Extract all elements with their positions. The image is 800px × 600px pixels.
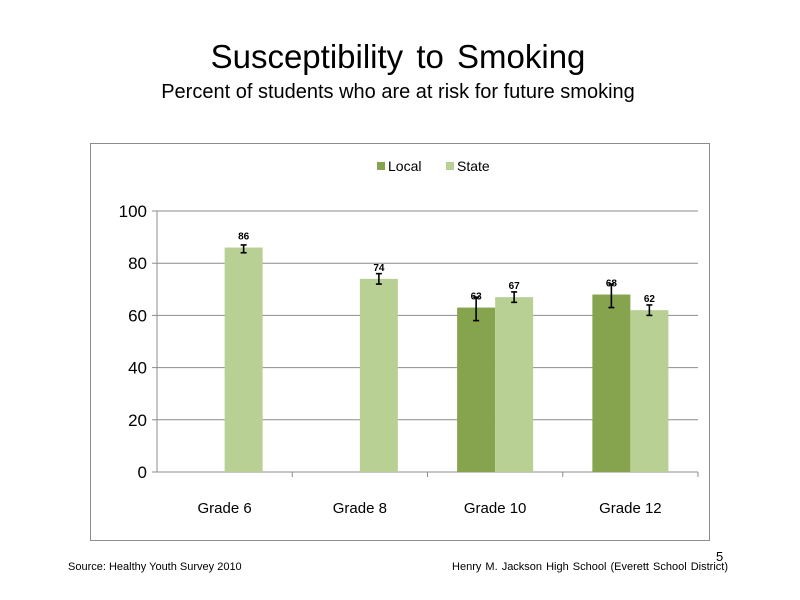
data-label: 74 (373, 263, 385, 274)
bar-local (592, 294, 631, 472)
data-label: 63 (471, 292, 483, 303)
x-tick-label: Grade 8 (333, 500, 387, 517)
legend-swatch-local (377, 162, 385, 170)
slide-subtitle: Percent of students who are at risk for … (161, 81, 635, 103)
y-tick-label: 40 (128, 359, 147, 378)
legend-label-local: Local (388, 158, 421, 174)
data-label: 86 (238, 232, 250, 243)
bars (224, 247, 669, 472)
data-labels: 63 68 86 74 67 62 (238, 232, 655, 306)
x-tick-label: Grade 12 (599, 500, 662, 517)
y-tick-label: 100 (119, 202, 147, 221)
legend-label-state: State (457, 158, 490, 174)
bar-state (359, 278, 398, 472)
y-tick-label: 60 (128, 306, 147, 325)
y-tick-label: 80 (128, 254, 147, 273)
data-label: 62 (644, 294, 656, 305)
data-label: 68 (606, 279, 618, 290)
x-tick-label: Grade 10 (464, 500, 527, 517)
chart-frame: 0 20 40 60 80 100 Grade 6 Grade 8 Grade 10 Grade … (90, 143, 710, 541)
y-tick-label: 0 (138, 463, 147, 482)
data-label: 67 (509, 281, 521, 292)
bar-chart: 0 20 40 60 80 100 Grade 6 Grade 8 Grade 10 Grade … (119, 158, 699, 517)
bar-state (224, 247, 263, 472)
x-tick-label: Grade 6 (198, 500, 252, 517)
legend: Local State (377, 158, 490, 174)
bar-state (630, 310, 669, 472)
source-note: Source: Healthy Youth Survey 2010 (68, 561, 242, 573)
legend-swatch-state (446, 162, 454, 170)
page-number: 5 (716, 549, 724, 564)
slide-title: Susceptibility to Smoking (210, 38, 586, 75)
bar-state (495, 297, 534, 472)
y-tick-label: 20 (128, 411, 147, 430)
axes: 0 20 40 60 80 100 Grade 6 Grade 8 Grade 10 Grade … (119, 202, 699, 517)
error-bars (240, 244, 653, 322)
organization-note: Henry M. Jackson High School (Everett Sc… (452, 561, 728, 573)
bar-local (457, 307, 496, 472)
